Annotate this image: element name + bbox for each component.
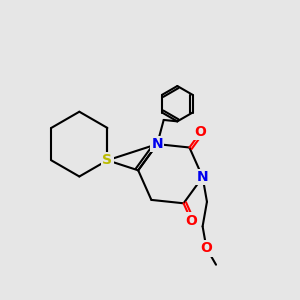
Text: S: S xyxy=(102,153,112,167)
Text: N: N xyxy=(152,137,163,151)
Text: N: N xyxy=(197,170,208,184)
Text: O: O xyxy=(185,214,197,228)
Text: O: O xyxy=(195,125,207,139)
Text: O: O xyxy=(200,241,212,255)
